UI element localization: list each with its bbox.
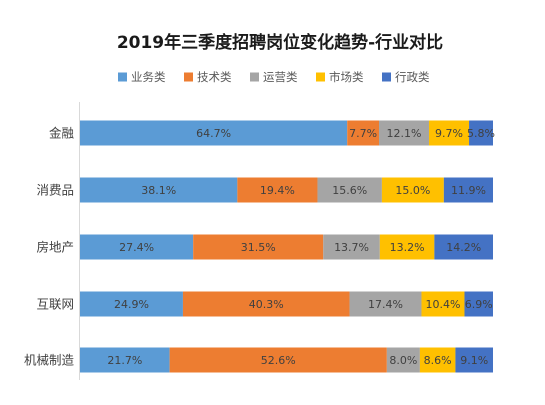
data-label-3-2: 31.5% <box>241 241 276 254</box>
data-label-2-1: 38.1% <box>141 184 176 197</box>
data-label-4-2: 40.3% <box>249 298 284 311</box>
data-label-4-4: 10.4% <box>426 298 461 311</box>
data-label-3-4: 13.2% <box>390 241 425 254</box>
bar-segment-1-5 <box>469 120 493 146</box>
legend-swatch-4 <box>316 72 325 82</box>
legend-label-5: 行政类 <box>395 70 430 84</box>
data-label-3-5: 14.2% <box>446 241 481 254</box>
data-label-5-3: 8.0% <box>389 354 417 367</box>
bar-segment-5-2 <box>169 347 387 373</box>
bar-segment-5-4 <box>419 347 456 373</box>
data-label-1-5: 5.8% <box>467 127 495 140</box>
bar-segment-3-3 <box>323 234 380 260</box>
data-label-5-2: 52.6% <box>261 354 296 367</box>
data-label-1-4: 9.7% <box>435 127 463 140</box>
bar-segment-2-4 <box>381 177 444 203</box>
bar-segment-2-1 <box>80 177 238 203</box>
bar-segment-4-1 <box>80 291 183 317</box>
bar-segment-3-5 <box>434 234 493 260</box>
bar-segment-4-4 <box>421 291 465 317</box>
data-label-3-1: 27.4% <box>119 241 154 254</box>
bar-segment-1-2 <box>347 120 380 146</box>
category-label-1: 金融 <box>49 126 75 141</box>
bar-segment-3-2 <box>193 234 324 260</box>
legend-label-1: 业务类 <box>131 70 166 84</box>
category-label-5: 机械制造 <box>24 353 75 368</box>
bar-segment-5-5 <box>455 347 493 373</box>
category-label-4: 互联网 <box>36 297 74 312</box>
legend-swatch-5 <box>382 72 391 82</box>
legend-label-3: 运营类 <box>263 70 298 84</box>
bar-segment-5-3 <box>386 347 420 373</box>
legend-swatch-3 <box>250 72 259 82</box>
legend-swatch-1 <box>118 72 127 82</box>
bar-segment-4-3 <box>349 291 422 317</box>
bar-segment-5-1 <box>80 347 170 373</box>
legend-label-4: 市场类 <box>329 70 364 84</box>
data-label-5-4: 8.6% <box>424 354 452 367</box>
category-label-2: 消费品 <box>36 183 74 198</box>
bar-segment-1-1 <box>80 120 348 146</box>
legend-label-2: 技术类 <box>197 70 232 84</box>
bar-segment-3-4 <box>379 234 435 260</box>
data-label-2-2: 19.4% <box>260 184 295 197</box>
bar-segment-4-2 <box>182 291 350 317</box>
legend: 业务类 技术类 运营类 市场类 行政类 <box>118 70 430 84</box>
data-label-1-2: 7.7% <box>349 127 377 140</box>
bar-segment-3-1 <box>80 234 194 260</box>
bar-segment-2-3 <box>317 177 382 203</box>
bar-segment-2-2 <box>237 177 318 203</box>
data-label-1-1: 64.7% <box>196 127 231 140</box>
data-label-1-3: 12.1% <box>387 127 422 140</box>
bar-segment-1-3 <box>379 120 429 146</box>
data-label-5-5: 9.1% <box>460 354 488 367</box>
data-label-5-1: 21.7% <box>107 354 142 367</box>
bar-segment-2-5 <box>443 177 493 203</box>
data-label-4-3: 17.4% <box>368 298 403 311</box>
data-label-4-5: 6.9% <box>465 298 493 311</box>
data-label-2-3: 15.6% <box>332 184 367 197</box>
legend-swatch-2 <box>184 72 193 82</box>
category-label-3: 房地产 <box>36 240 74 255</box>
data-label-2-4: 15.0% <box>395 184 430 197</box>
bar-segment-4-5 <box>464 291 493 317</box>
bar-segment-1-4 <box>428 120 470 146</box>
chart-title: 2019年三季度招聘岗位变化趋势-行业对比 <box>117 32 443 53</box>
data-label-4-1: 24.9% <box>114 298 149 311</box>
data-label-2-5: 11.9% <box>451 184 486 197</box>
bars: 64.7% 7.7% 12.1% 9.7% 5.8% 38.1% 19.4% 15.6% 15.… <box>80 120 495 373</box>
data-label-3-3: 13.7% <box>334 241 369 254</box>
